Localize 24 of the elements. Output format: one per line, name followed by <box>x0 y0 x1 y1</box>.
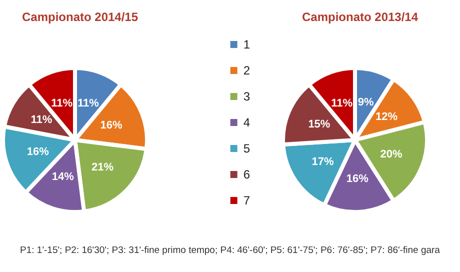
legend-label: 7 <box>243 194 250 208</box>
data-label: 17% <box>312 156 334 168</box>
data-label: 11% <box>331 97 353 110</box>
text: P1: 1'-15'; P2: 16'30'; P3: 31'-fine primo tempo; P4: 46'-60'; P5: 61'-75'; P6: 76'-85'; P7: 86'-fine gara <box>19 245 441 256</box>
data-label: 15% <box>308 118 330 131</box>
data-label: 21% <box>92 162 114 174</box>
data-label: 16% <box>26 146 50 158</box>
legend-label: 3 <box>243 90 250 104</box>
data-label: 16% <box>346 172 369 185</box>
data-label: 11% <box>78 97 100 110</box>
data-label: 11% <box>30 114 52 126</box>
legend-label: 4 <box>243 116 250 130</box>
data-label: 9% <box>358 96 374 109</box>
chart-title: Campionato 2013/14 <box>302 10 418 24</box>
data-label: 16% <box>100 120 122 132</box>
legend-label: 2 <box>243 64 250 78</box>
data-label: 11% <box>51 97 73 110</box>
legend-label: 5 <box>243 142 250 156</box>
data-label: 12% <box>376 111 398 124</box>
chart-title: Campionato 2014/15 <box>22 10 138 24</box>
data-label: 20% <box>380 148 402 160</box>
legend-label: 1 <box>243 38 250 52</box>
data-label: 14% <box>52 171 74 184</box>
legend-label: 6 <box>243 168 250 182</box>
